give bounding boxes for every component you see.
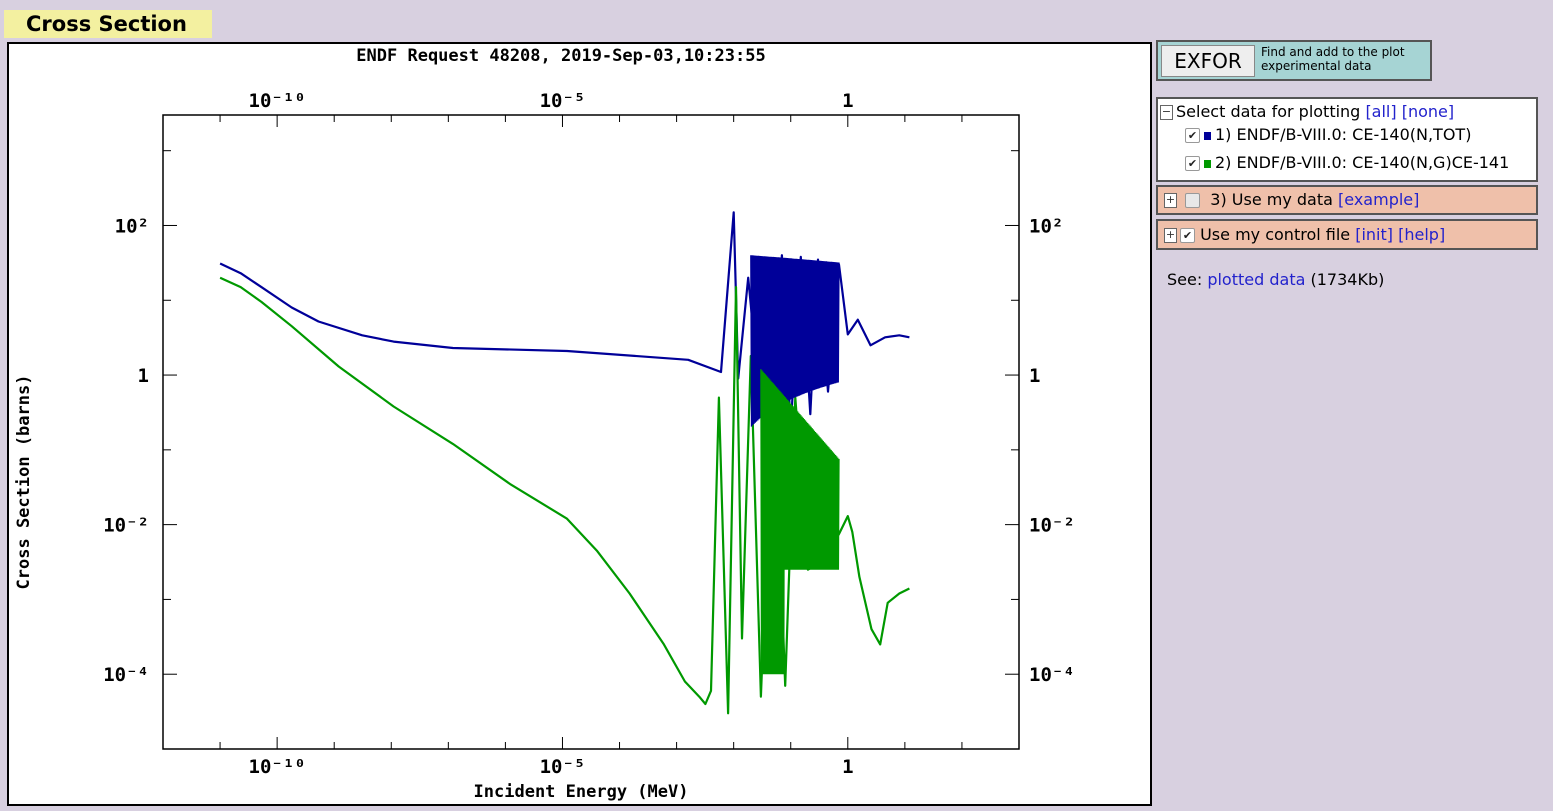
exfor-button[interactable]: EXFOR — [1161, 45, 1255, 77]
series-2-resonances — [760, 369, 840, 675]
y-tick-label-left: 10⁻⁴ — [103, 664, 149, 686]
example-link[interactable]: [example] — [1338, 190, 1420, 209]
section-title: Cross Section — [4, 10, 212, 38]
dataset-1-label: 1) ENDF/B-VIII.0: CE-140(N,TOT) — [1215, 125, 1472, 144]
collapse-toggle-icon[interactable]: − — [1160, 105, 1173, 120]
dataset-2-checkbox[interactable]: ✔ — [1185, 156, 1200, 171]
select-all-link[interactable]: [all] — [1365, 102, 1397, 121]
x-tick-label-bottom: 10⁻¹⁰ — [249, 756, 306, 778]
y-tick-label-right: 10² — [1029, 215, 1063, 237]
y-tick-label-left: 1 — [138, 365, 149, 387]
see-label: See: — [1167, 270, 1203, 289]
use-my-data-label: 3) Use my data — [1210, 190, 1333, 209]
y-tick-label-left: 10⁻² — [103, 515, 149, 537]
select-data-panel: − Select data for plotting [all] [none] ✔… — [1156, 97, 1538, 182]
x-tick-label-top: 1 — [842, 90, 853, 112]
exfor-panel: EXFOR Find and add to the plot experimen… — [1156, 40, 1432, 81]
select-none-link[interactable]: [none] — [1401, 102, 1455, 121]
init-link[interactable]: [init] — [1355, 225, 1394, 244]
cross-section-chart: 10⁻¹⁰ 10⁻¹⁰ 10⁻⁵ 10⁻⁵ 1 1 10² 10² 1 1 10⁻² 10⁻² 10⁻⁴… — [14, 46, 1075, 802]
see-plotted-data: See: plotted data (1734Kb) — [1167, 270, 1384, 289]
y-tick-label-right: 10⁻² — [1029, 515, 1075, 537]
help-link[interactable]: [help] — [1398, 225, 1446, 244]
exfor-description: Find and add to the plot experimental da… — [1261, 45, 1405, 73]
y-axis-label: Cross Section (barns) — [14, 375, 34, 590]
x-tick-label-top: 10⁻¹⁰ — [249, 90, 306, 112]
use-control-file-label: Use my control file — [1200, 225, 1351, 244]
x-tick-label-top: 10⁻⁵ — [540, 90, 586, 112]
y-tick-label-right: 10⁻⁴ — [1029, 664, 1075, 686]
chart-title: ENDF Request 48208, 2019-Sep-03,10:23:55 — [356, 46, 765, 66]
series-1-resonances — [750, 255, 840, 427]
dataset-2-swatch — [1204, 159, 1211, 168]
dataset-1-checkbox[interactable]: ✔ — [1185, 128, 1200, 143]
use-my-data-panel: + 3) Use my data [example] — [1156, 185, 1538, 215]
use-my-data-checkbox[interactable] — [1185, 193, 1201, 208]
x-tick-label-bottom: 10⁻⁵ — [540, 756, 586, 778]
plotted-data-size: (1734Kb) — [1310, 270, 1385, 289]
use-control-file-checkbox[interactable]: ✔ — [1180, 228, 1195, 243]
exfor-text-line2: experimental data — [1261, 59, 1372, 73]
expand-toggle-icon[interactable]: + — [1164, 193, 1177, 208]
y-tick-label-right: 1 — [1029, 365, 1040, 387]
series-2-line — [219, 276, 910, 715]
plotted-data-link[interactable]: plotted data — [1207, 270, 1306, 289]
expand-toggle-icon[interactable]: + — [1164, 228, 1177, 243]
dataset-1-swatch — [1204, 131, 1211, 140]
chart-panel: 10⁻¹⁰ 10⁻¹⁰ 10⁻⁵ 10⁻⁵ 1 1 10² 10² 1 1 10⁻² 10⁻² 10⁻⁴… — [7, 42, 1152, 806]
use-control-file-panel: + ✔ Use my control file [init] [help] — [1156, 219, 1538, 250]
exfor-text-line1: Find and add to the plot — [1261, 45, 1405, 59]
select-label: Select data for plotting — [1176, 102, 1361, 121]
x-axis-label: Incident Energy (MeV) — [474, 782, 689, 802]
plot-frame — [162, 114, 1020, 750]
x-tick-label-bottom: 1 — [842, 756, 853, 778]
y-tick-label-left: 10² — [115, 215, 149, 237]
dataset-2-label: 2) ENDF/B-VIII.0: CE-140(N,G)CE-141 — [1215, 153, 1510, 172]
